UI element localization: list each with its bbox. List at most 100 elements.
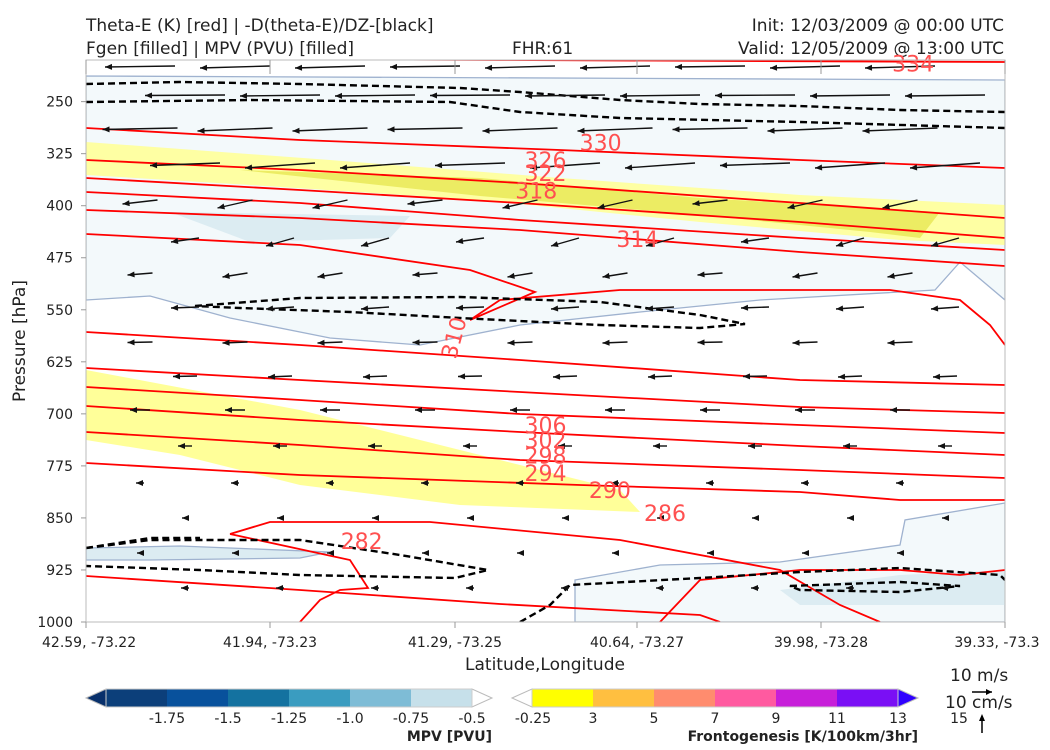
colorbar-swatch — [654, 689, 716, 707]
mpv-region-upper — [86, 75, 1005, 346]
wind-vector-head — [171, 304, 179, 311]
colorbar-swatch — [228, 689, 290, 707]
wind-vector-head — [407, 200, 415, 207]
colorbar-tick-label: -0.25 — [515, 711, 551, 727]
colorbar-swatch — [715, 689, 777, 707]
wind-vector-head — [361, 241, 369, 247]
mpv-colorbar-label: MPV [PVU] — [407, 729, 492, 745]
wind-vector-head — [317, 272, 325, 279]
theta-e-label: 306 — [525, 414, 567, 439]
wind-vector-head — [340, 164, 348, 171]
wind-vector-head — [222, 339, 230, 346]
wind-vector-head — [748, 443, 755, 449]
ddz-contour — [519, 566, 1005, 622]
wind-vector — [529, 162, 601, 169]
fgen-colorbar-label: Frontogenesis [K/100km/3hr] — [688, 729, 918, 745]
theta-e-label: 330 — [580, 132, 622, 157]
x-tick-label: 39.98, -73.28 — [774, 635, 868, 651]
theta-e-label: 314 — [616, 228, 658, 253]
wind-vector-head — [312, 203, 320, 210]
ddz-contour — [86, 538, 489, 580]
y-tick-label: 400 — [46, 199, 73, 215]
wind-vector-head — [516, 480, 523, 486]
wind-vector-head — [561, 585, 568, 591]
ddz-contour — [789, 580, 961, 594]
wind-vector — [199, 65, 271, 69]
wind-vector-head — [558, 443, 565, 449]
y-tick-label: 325 — [46, 147, 73, 163]
wind-vector-head — [656, 585, 663, 591]
colorbar-tick-label: -1.25 — [271, 711, 307, 727]
wind-vector-head — [415, 407, 422, 413]
theta-e-contour — [86, 405, 1005, 456]
wind-vector-head — [463, 443, 470, 449]
wind-vector-head — [887, 272, 895, 279]
wind-vector-head — [231, 480, 238, 486]
colorbar-tick-label: 7 — [711, 711, 720, 727]
wind-vector-head — [802, 550, 809, 556]
wind-vector-head — [577, 127, 585, 134]
wind-vector — [577, 127, 653, 132]
colorbar-swatch — [167, 689, 229, 707]
wind-vector-head — [435, 162, 443, 169]
wind-vector-head — [276, 585, 283, 591]
colorbar-extend-left — [510, 688, 533, 708]
wind-vector-head — [741, 304, 749, 311]
wind-vector — [334, 94, 416, 97]
wind-vector-head — [706, 480, 713, 486]
wind-vector-head — [741, 238, 749, 244]
wind-vector-head — [942, 515, 949, 521]
wind-vector — [904, 94, 986, 97]
wind-vector-head — [620, 92, 628, 99]
wind-vector-head — [502, 203, 510, 210]
wind-vector — [339, 162, 411, 169]
valid-time: Valid: 12/05/2009 @ 13:00 UTC — [738, 39, 1004, 59]
ddz-contour — [194, 295, 746, 330]
colorbar-swatch — [837, 689, 899, 707]
colorbar-tick-label: 3 — [589, 711, 598, 727]
colorbar-tick-label: 13 — [889, 711, 907, 727]
wind-vector-head — [847, 515, 854, 521]
wind-vector-head — [792, 339, 800, 346]
wind-vector — [674, 65, 746, 68]
wind-vector-head — [326, 480, 333, 486]
wind-vector-head — [648, 373, 656, 380]
title-left-line2: Fgen [filled] | MPV (PVU) [filled] — [86, 39, 354, 59]
y-tick-label: 700 — [46, 407, 73, 423]
wind-vector-head — [232, 550, 239, 556]
colorbar-swatch — [289, 689, 351, 707]
wind-vector-head — [715, 92, 723, 99]
theta-e-label: 326 — [525, 149, 567, 174]
wind-vector-head — [371, 585, 378, 591]
wind-vector-head — [467, 515, 474, 521]
wind-vector — [434, 162, 506, 167]
vector-key-vertical: 10 cm/s — [945, 693, 1013, 713]
wind-vector-head — [390, 63, 398, 70]
colorbar-swatch — [350, 689, 412, 707]
wind-vector — [767, 127, 843, 132]
forecast-hour: FHR:61 — [512, 39, 573, 59]
theta-e-contour — [86, 575, 721, 622]
wind-vector-head — [810, 92, 818, 99]
wind-vector-head — [217, 203, 225, 210]
y-tick-label: 1000 — [37, 615, 73, 631]
colorbar-tick-label: -1.75 — [149, 711, 185, 727]
wind-vector-head — [122, 200, 130, 207]
wind-vector-head — [200, 64, 208, 71]
x-tick-label: 42.59, -73.22 — [42, 635, 136, 651]
wind-vector-head — [836, 305, 844, 312]
y-tick-label: 550 — [46, 303, 73, 319]
wind-vector-head — [178, 443, 185, 449]
fgen-region-lower — [86, 370, 640, 512]
wind-vector-head — [320, 407, 327, 413]
wind-vector — [769, 65, 841, 69]
wind-vector-head — [611, 480, 618, 486]
wind-vector — [809, 94, 891, 97]
title-left-line1: Theta-E (K) [red] | -D(theta-E)/DZ-[blac… — [85, 16, 434, 36]
wind-vector-head — [707, 550, 714, 556]
wind-vector-head — [335, 92, 343, 99]
wind-vector-head — [387, 126, 395, 133]
wind-vector-head — [897, 550, 904, 556]
x-axis-label: Latitude,Longitude — [465, 655, 625, 675]
wind-vector — [484, 65, 556, 69]
